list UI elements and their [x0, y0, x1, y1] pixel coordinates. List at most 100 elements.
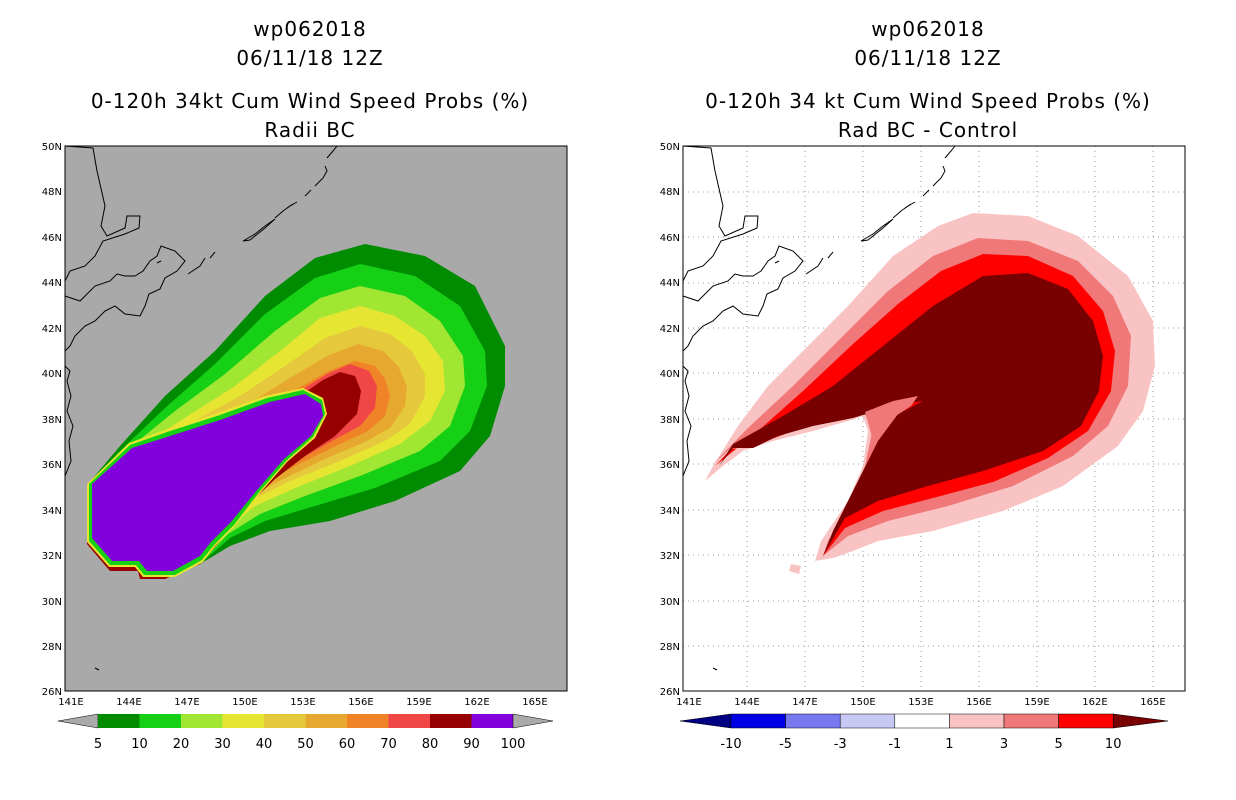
colorbar-high-triangle: [1112, 713, 1169, 729]
lat-tick-label: 38N: [660, 415, 680, 426]
colorbar-swatch: [98, 714, 140, 728]
left-probability-map: 50N 48N 46N 44N 42N 40N 38N 36N 34N 32N …: [42, 142, 568, 705]
right-colorbar: -10 -5 -3 -1 1 3 5 10: [679, 713, 1169, 752]
left-map-axes: 50N 48N 46N 44N 42N 40N 38N 36N 34N 32N …: [42, 142, 568, 705]
diff-contour-above-10: [719, 273, 1103, 556]
colorbar-swatch: [1003, 713, 1059, 729]
lat-tick-label: 40N: [660, 369, 680, 380]
lon-tick-label: 165E: [522, 697, 547, 705]
colorbar-label: 20: [173, 737, 190, 752]
left-title-date: 06/11/18 12Z: [236, 46, 384, 70]
lon-tick-label: 144E: [116, 697, 141, 705]
right-lat-tick-labels: 50N 48N 46N 44N 42N 40N 38N 36N 34N 32N …: [660, 142, 680, 698]
right-difference-map: 50N 48N 46N 44N 42N 40N 38N 36N 34N 32N …: [660, 142, 1186, 705]
lon-tick-label: 156E: [348, 697, 373, 705]
colorbar-swatch: [222, 714, 264, 728]
right-title-product: 0-120h 34 kt Cum Wind Speed Probs (%): [705, 89, 1151, 113]
colorbar-swatch: [894, 713, 950, 729]
lon-tick-label: 162E: [464, 697, 489, 705]
lat-tick-label: 36N: [660, 460, 680, 471]
right-map-axes: 50N 48N 46N 44N 42N 40N 38N 36N 34N 32N …: [660, 142, 1186, 705]
right-panel-title: wp062018 06/11/18 12Z 0-120h 34 kt Cum W…: [668, 15, 1188, 145]
lon-tick-label: 153E: [908, 697, 933, 705]
lon-tick-label: 159E: [406, 697, 431, 705]
lon-tick-label: 165E: [1140, 697, 1165, 705]
contour-100: [92, 394, 323, 571]
right-coastlines: [682, 145, 956, 671]
lat-tick-label: 26N: [42, 687, 62, 698]
left-lon-tick-labels: 141E 144E 147E 150E 153E 156E 159E 162E …: [58, 697, 547, 705]
colorbar-swatch: [139, 714, 181, 728]
lon-tick-label: 141E: [58, 697, 83, 705]
colorbar-swatch: [181, 714, 223, 728]
lat-tick-label: 40N: [42, 369, 62, 380]
lat-tick-label: 30N: [660, 597, 680, 608]
lon-tick-label: 147E: [792, 697, 817, 705]
lon-tick-label: 147E: [174, 697, 199, 705]
lat-tick-label: 38N: [42, 415, 62, 426]
lat-tick-label: 32N: [660, 551, 680, 562]
lat-tick-label: 28N: [42, 642, 62, 653]
left-lat-tick-labels: 50N 48N 46N 44N 42N 40N 38N 36N 34N 32N …: [42, 142, 62, 698]
lat-tick-label: 50N: [42, 142, 62, 153]
lat-tick-label: 26N: [660, 687, 680, 698]
colorbar-swatch: [730, 713, 786, 729]
lat-tick-label: 44N: [660, 278, 680, 289]
right-title-storm-id: wp062018: [871, 17, 985, 41]
lat-tick-label: 32N: [42, 551, 62, 562]
lat-tick-label: 34N: [660, 506, 680, 517]
left-title-product: 0-120h 34kt Cum Wind Speed Probs (%): [90, 89, 530, 113]
colorbar-label: 70: [380, 737, 397, 752]
colorbar-swatch: [1058, 713, 1114, 729]
right-lon-tick-labels: 141E 144E 147E 150E 153E 156E 159E 162E …: [676, 697, 1165, 705]
lat-tick-label: 46N: [42, 233, 62, 244]
colorbar-low-triangle: [57, 713, 99, 729]
diff-contour-inner-notch: [865, 396, 918, 441]
colorbar-label: -1: [888, 737, 901, 752]
left-probability-contours: [87, 244, 505, 579]
colorbar-label: 50: [297, 737, 314, 752]
lon-tick-label: 156E: [966, 697, 991, 705]
right-title-subtitle: Rad BC - Control: [837, 118, 1019, 142]
colorbar-label: 3: [1000, 737, 1008, 752]
right-title-date: 06/11/18 12Z: [854, 46, 1002, 70]
colorbar-label: 80: [422, 737, 439, 752]
lat-tick-label: 30N: [42, 597, 62, 608]
lon-tick-label: 159E: [1024, 697, 1049, 705]
colorbar-label: 10: [131, 737, 148, 752]
colorbar-swatch: [264, 714, 306, 728]
lat-tick-label: 42N: [42, 324, 62, 335]
lat-tick-label: 36N: [42, 460, 62, 471]
lat-tick-label: 46N: [660, 233, 680, 244]
lon-tick-label: 141E: [676, 697, 701, 705]
left-title-subtitle: Radii BC: [264, 118, 356, 142]
lat-tick-label: 50N: [660, 142, 680, 153]
lon-tick-label: 150E: [850, 697, 875, 705]
colorbar-label: 5: [1054, 737, 1062, 752]
colorbar-swatch: [785, 713, 841, 729]
lat-tick-label: 48N: [42, 187, 62, 198]
colorbar-label: -3: [834, 737, 847, 752]
lon-tick-label: 144E: [734, 697, 759, 705]
colorbar-swatch: [305, 714, 347, 728]
left-coastlines: [64, 145, 338, 671]
lat-tick-label: 34N: [42, 506, 62, 517]
colorbar-label: 60: [339, 737, 356, 752]
diff-contour-1-3-blob: [789, 564, 801, 574]
colorbar-swatch: [949, 713, 1005, 729]
colorbar-label: 30: [214, 737, 231, 752]
lat-tick-label: 42N: [660, 324, 680, 335]
colorbar-swatch: [839, 713, 896, 729]
lat-tick-label: 44N: [42, 278, 62, 289]
left-title-storm-id: wp062018: [253, 17, 367, 41]
left-colorbar: 5 10 20 30 40 50 60 70 80 90 100: [57, 713, 554, 752]
left-panel-title: wp062018 06/11/18 12Z 0-120h 34kt Cum Wi…: [50, 15, 570, 145]
colorbar-label: -10: [720, 737, 741, 752]
lon-tick-label: 150E: [232, 697, 257, 705]
lat-tick-label: 48N: [660, 187, 680, 198]
colorbar-high-triangle: [512, 713, 554, 729]
colorbar-swatch: [471, 714, 513, 728]
colorbar-low-triangle: [679, 713, 732, 729]
lat-tick-label: 28N: [660, 642, 680, 653]
colorbar-label: -5: [779, 737, 792, 752]
